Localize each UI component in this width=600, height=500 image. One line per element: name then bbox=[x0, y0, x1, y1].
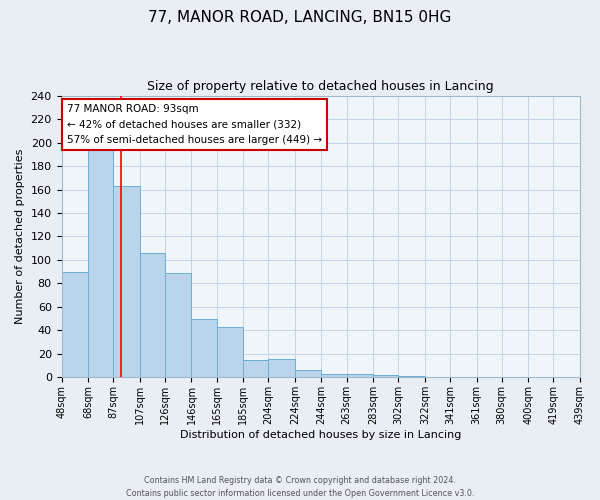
Bar bbox=[347, 374, 373, 378]
Bar bbox=[140, 253, 165, 378]
Bar bbox=[113, 186, 140, 378]
Bar bbox=[268, 358, 295, 378]
X-axis label: Distribution of detached houses by size in Lancing: Distribution of detached houses by size … bbox=[180, 430, 461, 440]
Y-axis label: Number of detached properties: Number of detached properties bbox=[15, 149, 25, 324]
Bar bbox=[322, 374, 347, 378]
Bar bbox=[191, 318, 217, 378]
Title: Size of property relative to detached houses in Lancing: Size of property relative to detached ho… bbox=[148, 80, 494, 93]
Bar bbox=[165, 273, 191, 378]
Bar bbox=[88, 142, 113, 378]
Text: 77, MANOR ROAD, LANCING, BN15 0HG: 77, MANOR ROAD, LANCING, BN15 0HG bbox=[148, 10, 452, 25]
Bar bbox=[217, 327, 243, 378]
Text: 77 MANOR ROAD: 93sqm
← 42% of detached houses are smaller (332)
57% of semi-deta: 77 MANOR ROAD: 93sqm ← 42% of detached h… bbox=[67, 104, 322, 145]
Bar bbox=[62, 272, 88, 378]
Bar bbox=[398, 376, 425, 378]
Text: Contains HM Land Registry data © Crown copyright and database right 2024.
Contai: Contains HM Land Registry data © Crown c… bbox=[126, 476, 474, 498]
Bar bbox=[295, 370, 322, 378]
Bar bbox=[243, 360, 268, 378]
Bar bbox=[373, 375, 398, 378]
